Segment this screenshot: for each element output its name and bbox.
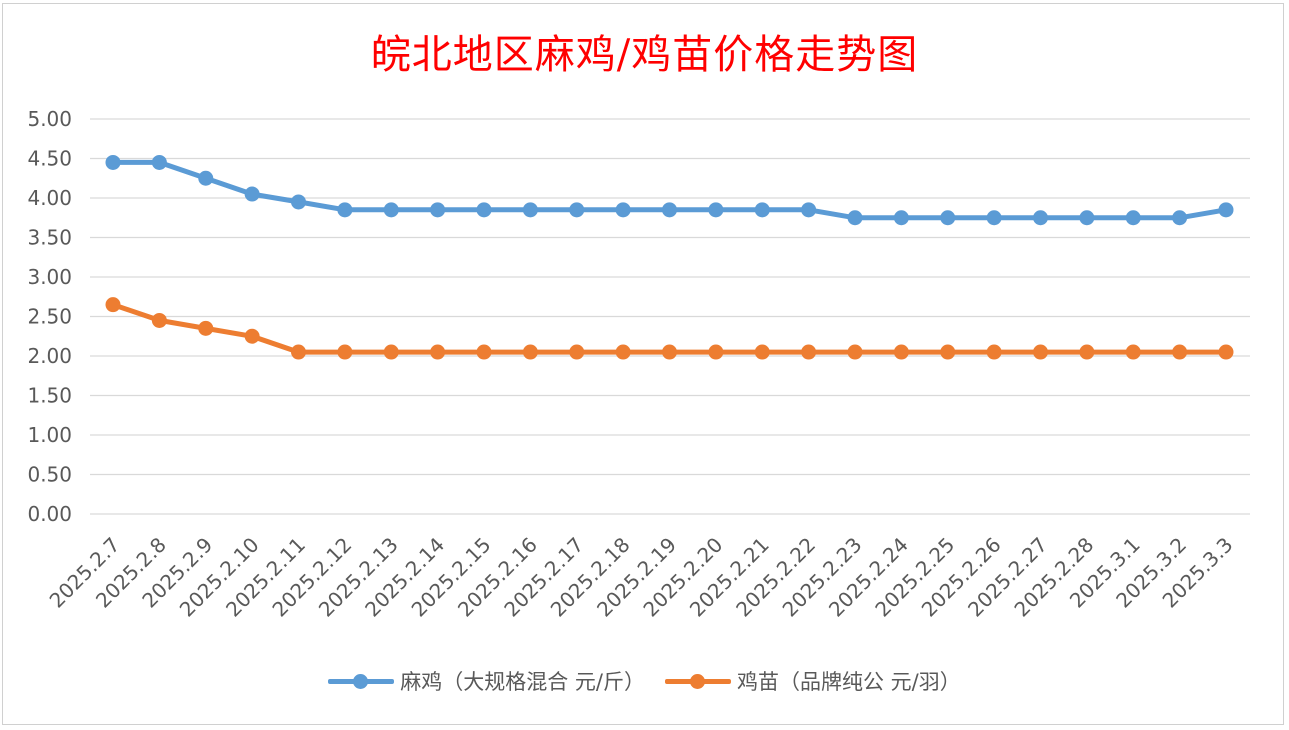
y-tick-label: 1.00 [27,423,72,447]
legend-label-majie: 麻鸡（大规格混合 元/斤） [400,670,645,694]
data-point[interactable] [105,154,121,170]
series-0 [105,154,1234,226]
legend-item-jimiao[interactable]: 鸡苗（品牌纯公 元/羽） [665,666,961,696]
data-point[interactable] [986,210,1002,226]
data-point[interactable] [893,210,909,226]
series-1 [105,297,1234,360]
y-tick-label: 1.50 [27,384,72,408]
y-tick-label: 4.00 [27,186,72,210]
data-point[interactable] [1079,344,1095,360]
y-tick-label: 4.50 [27,147,72,171]
data-point[interactable] [754,202,770,218]
chart-area [2,3,1284,725]
y-tick-label: 2.00 [27,344,72,368]
legend: 麻鸡（大规格混合 元/斤） 鸡苗（品牌纯公 元/羽） [0,666,1289,696]
data-point[interactable] [1033,344,1048,360]
data-point[interactable] [940,344,956,360]
y-axis-ticks: 0.00 0.50 1.00 1.50 2.00 2.50 3.00 3.50 4.00 4.50… [27,107,72,526]
data-point[interactable] [801,202,817,218]
data-point[interactable] [569,202,585,218]
data-point[interactable] [847,344,863,360]
data-point[interactable] [244,186,260,202]
data-point[interactable] [615,202,631,218]
data-point[interactable] [337,202,353,218]
data-point[interactable] [1079,210,1095,226]
data-point[interactable] [522,202,538,218]
data-point[interactable] [708,344,724,360]
data-point[interactable] [476,344,492,360]
y-tick-label: 3.00 [27,265,72,289]
y-tick-label: 3.50 [27,226,72,250]
data-point[interactable] [1125,344,1141,360]
data-point[interactable] [1125,210,1141,226]
legend-swatch-jimiao [665,674,731,689]
data-point[interactable] [522,344,538,360]
series-group [105,154,1234,360]
data-point[interactable] [662,202,677,218]
data-point[interactable] [105,297,121,313]
data-point[interactable] [940,210,956,226]
data-point[interactable] [1033,210,1048,226]
data-point[interactable] [151,312,167,328]
x-axis-ticks: 2025.2.72025.2.82025.2.92025.2.102025.2.… [45,533,1238,622]
data-point[interactable] [1172,344,1188,360]
data-point[interactable] [847,210,863,226]
data-point[interactable] [986,344,1002,360]
data-point[interactable] [383,202,399,218]
legend-item-majie[interactable]: 麻鸡（大规格混合 元/斤） [328,666,645,696]
y-tick-label: 0.50 [27,463,72,487]
data-point[interactable] [151,154,167,170]
data-point[interactable] [569,344,585,360]
chart-title: 皖北地区麻鸡/鸡苗价格走势图 [370,32,919,78]
data-point[interactable] [893,344,909,360]
data-point[interactable] [291,194,306,210]
data-point[interactable] [198,170,214,186]
data-point[interactable] [337,344,353,360]
data-point[interactable] [244,328,260,344]
data-point[interactable] [198,320,214,336]
data-point[interactable] [1218,202,1234,218]
data-point[interactable] [615,344,631,360]
gridlines [90,118,1250,515]
data-point[interactable] [1172,210,1188,226]
y-tick-label: 2.50 [27,305,72,329]
data-point[interactable] [662,344,677,360]
data-point[interactable] [476,202,492,218]
data-point[interactable] [430,202,446,218]
legend-swatch-majie [328,674,395,689]
data-point[interactable] [754,344,770,360]
legend-label-jimiao: 鸡苗（品牌纯公 元/羽） [737,670,961,694]
data-point[interactable] [383,344,399,360]
data-point[interactable] [291,344,306,360]
data-point[interactable] [430,344,446,360]
data-point[interactable] [801,344,817,360]
data-point[interactable] [708,202,724,218]
y-tick-label: 0.00 [27,502,72,526]
data-point[interactable] [1218,344,1234,360]
y-tick-label: 5.00 [27,107,72,131]
